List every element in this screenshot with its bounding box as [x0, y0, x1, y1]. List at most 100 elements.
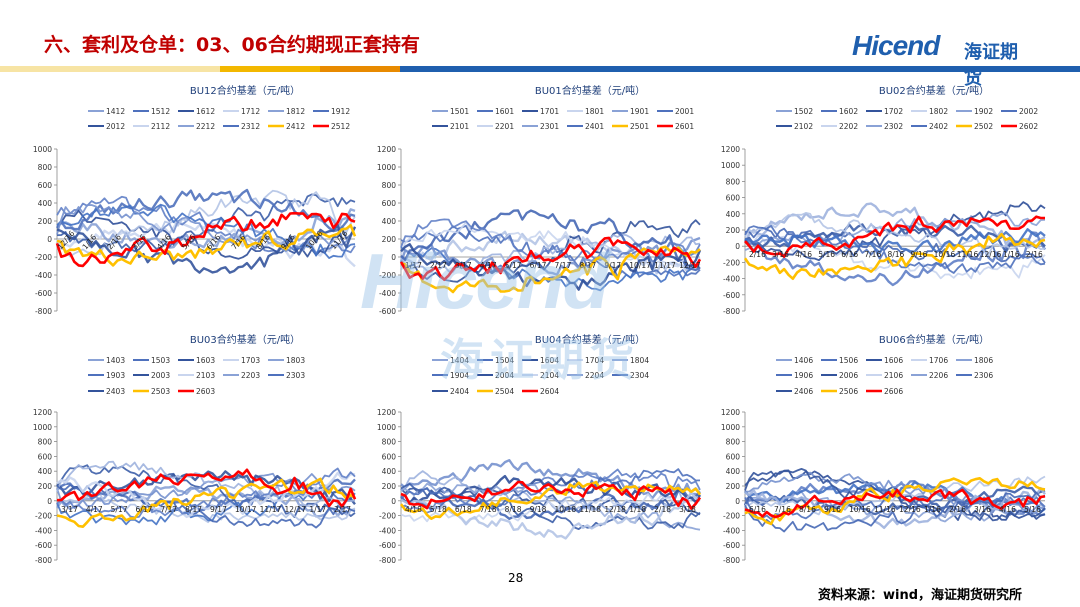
chart3-legend-label-2302: 2302 — [884, 122, 903, 131]
chart5-legend-label-1504: 1504 — [495, 356, 514, 365]
chart3-xtick-label-5: 7/16 — [864, 250, 881, 259]
hicend-logo: Hicend 海证期货 — [852, 30, 1032, 89]
chart5-series-2604 — [400, 480, 702, 510]
chart6-legend-label-2606: 2606 — [884, 387, 903, 396]
chart6-title: BU06合约基差（元/吨） — [879, 333, 989, 346]
chart4-ytick-label-400: 400 — [38, 467, 53, 476]
chart5-legend-label-2104: 2104 — [540, 371, 559, 380]
chart2-ytick-label-600: 600 — [382, 199, 397, 208]
chart6-xtick-label-0: 6/16 — [749, 505, 766, 514]
chart3-legend-label-2202: 2202 — [839, 122, 858, 131]
chart6-ytick-label--400: -400 — [723, 526, 740, 535]
chart6-legend-label-2406: 2406 — [794, 387, 813, 396]
chart1-ytick-label-800: 800 — [38, 163, 53, 172]
chart4-legend-label-1403: 1403 — [106, 356, 125, 365]
chart4-series-2403 — [56, 467, 356, 519]
chart4-ytick-label-600: 600 — [38, 452, 53, 461]
chart1-legend-label-2212: 2212 — [196, 122, 215, 131]
chart2-ytick-label-200: 200 — [382, 235, 397, 244]
chart5-xtick-label-3: 7/18 — [480, 505, 497, 514]
chart6-ytick-label--200: -200 — [723, 512, 740, 521]
chart6-ytick-label-200: 200 — [726, 482, 741, 491]
chart5-xtick-label-6: 10/18 — [555, 505, 577, 514]
chart5-ytick-label--400: -400 — [379, 526, 396, 535]
chart3-ytick-label-1200: 1200 — [721, 145, 740, 154]
chart3-legend-label-1602: 1602 — [839, 107, 858, 116]
chart3-xtick-label-3: 5/16 — [818, 250, 835, 259]
chart4-xtick-label-4: 7/17 — [160, 505, 177, 514]
chart4-xtick-label-2: 5/17 — [111, 505, 128, 514]
chart1-ytick-label-0: 0 — [47, 235, 52, 244]
chart4-legend-label-2503: 2503 — [151, 387, 170, 396]
chart6-legend-label-1906: 1906 — [794, 371, 813, 380]
chart6-ytick-label-800: 800 — [726, 438, 741, 447]
chart4-xtick-label-6: 9/17 — [210, 505, 227, 514]
chart3-ytick-label--200: -200 — [723, 258, 740, 267]
chart2-legend-label-1801: 1801 — [585, 107, 604, 116]
chart2-legend-label-2201: 2201 — [495, 122, 514, 131]
chart5-xtick-label-5: 9/18 — [530, 505, 547, 514]
chart4-xtick-label-10: 1/17 — [309, 505, 326, 514]
chart5-xtick-label-2: 6/18 — [455, 505, 472, 514]
chart5-legend-label-1904: 1904 — [450, 371, 469, 380]
chart3-legend-label-2402: 2402 — [929, 122, 948, 131]
chart5-series-1404 — [400, 459, 701, 500]
chart1-legend-label-1612: 1612 — [196, 107, 215, 116]
chart5-series-1704 — [400, 488, 701, 520]
chart6-xtick-label-2: 8/16 — [799, 505, 816, 514]
chart4-xtick-label-7: 10/17 — [235, 505, 257, 514]
chart5-xtick-label-10: 2/18 — [654, 505, 671, 514]
chart5-ytick-label-400: 400 — [382, 467, 397, 476]
chart4-ytick-label-800: 800 — [38, 438, 53, 447]
chart4-legend-label-2103: 2103 — [196, 371, 215, 380]
chart2-legend-label-2401: 2401 — [585, 122, 604, 131]
chart5-series-2304 — [400, 491, 701, 540]
chart1-legend-label-2312: 2312 — [241, 122, 260, 131]
chart5-xtick-label-1: 5/18 — [430, 505, 447, 514]
chart5-legend-label-1804: 1804 — [630, 356, 649, 365]
chart2-xtick-label-5: 6/17 — [530, 261, 547, 270]
chart4-legend-label-1903: 1903 — [106, 371, 125, 380]
header-color-band — [0, 66, 1080, 72]
chart3-xtick-label-12: 2/16 — [1026, 250, 1043, 259]
chart2-legend-label-2601: 2601 — [675, 122, 694, 131]
chart1-series-1612 — [56, 209, 356, 260]
chart5-legend-label-2504: 2504 — [495, 387, 514, 396]
chart3-legend-label-2502: 2502 — [974, 122, 993, 131]
chart3-ytick-label--800: -800 — [723, 307, 740, 316]
chart3-xtick-label-1: 3/16 — [772, 250, 789, 259]
chart6-xtick-label-1: 7/16 — [774, 505, 791, 514]
chart4-legend-label-2003: 2003 — [151, 371, 170, 380]
chart4-series-1603 — [56, 493, 356, 524]
chart1-ytick-label-600: 600 — [38, 181, 53, 190]
chart1-series-1912 — [56, 189, 356, 258]
chart3-ytick-label--600: -600 — [723, 291, 740, 300]
chart4-ytick-label-1200: 1200 — [33, 408, 52, 417]
chart5-ytick-label-0: 0 — [391, 497, 396, 506]
chart6-xtick-label-9: 3/16 — [974, 505, 991, 514]
chart3-legend-label-1902: 1902 — [974, 107, 993, 116]
chart2-ytick-label-1000: 1000 — [377, 163, 396, 172]
chart4-xtick-label-1: 4/17 — [86, 505, 103, 514]
chart6-ytick-label--800: -800 — [723, 556, 740, 565]
chart4-legend-label-1803: 1803 — [286, 356, 305, 365]
chart6-legend-label-1606: 1606 — [884, 356, 903, 365]
logo-text: Hicend — [852, 30, 940, 61]
chart5-legend-label-2004: 2004 — [495, 371, 514, 380]
chart4-series-2303 — [56, 471, 356, 519]
chart5-legend-label-2404: 2404 — [450, 387, 469, 396]
chart2-title: BU01合约基差（元/吨） — [535, 84, 645, 97]
chart3-xtick-label-9: 11/16 — [957, 250, 979, 259]
chart1-legend-label-1912: 1912 — [331, 107, 350, 116]
chart5-legend-label-2204: 2204 — [585, 371, 604, 380]
chart3-ytick-label-600: 600 — [726, 194, 741, 203]
chart4-legend-label-2403: 2403 — [106, 387, 125, 396]
chart3-xtick-label-2: 4/16 — [795, 250, 812, 259]
chart1-legend-label-1512: 1512 — [151, 107, 170, 116]
chart6-ytick-label-400: 400 — [726, 467, 741, 476]
chart2-ytick-label--400: -400 — [379, 289, 396, 298]
chart4-series-2103 — [56, 460, 356, 510]
chart1-legend-label-1812: 1812 — [286, 107, 305, 116]
chart2-xtick-label-9: 10/17 — [629, 261, 651, 270]
band-seg-2 — [220, 66, 320, 72]
